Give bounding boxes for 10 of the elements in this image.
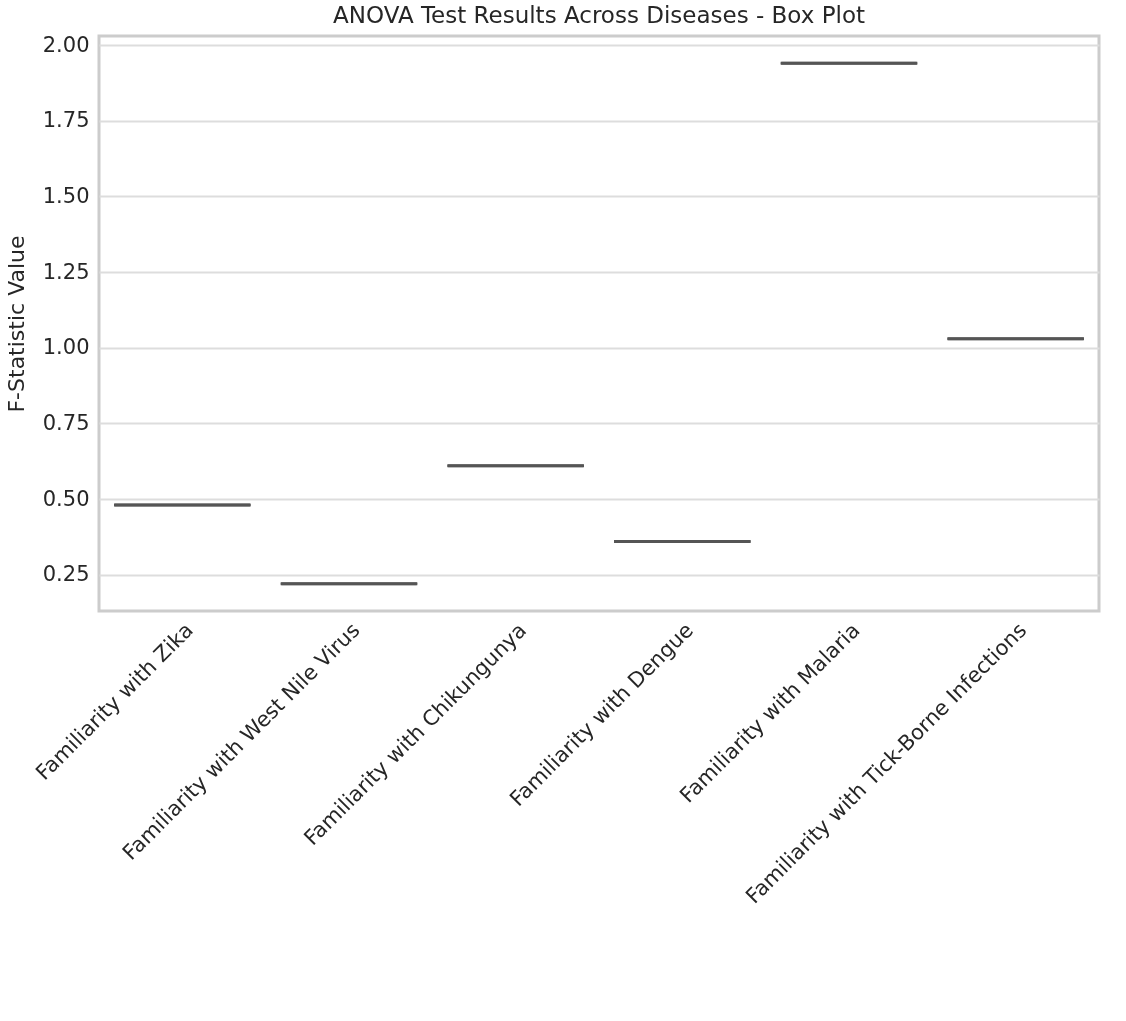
y-tick-label: 0.50 [42,486,90,511]
y-tick-label: 0.75 [42,410,90,435]
y-tick-label: 2.00 [42,32,90,57]
y-tick-label: 1.75 [42,108,90,133]
y-axis-title: F-Statistic Value [3,235,29,413]
y-tick-label: 1.50 [42,183,90,208]
y-tick-label: 1.25 [42,259,90,284]
chart-title: ANOVA Test Results Across Diseases - Box Plot [333,2,865,29]
y-tick-label: 1.00 [42,335,90,360]
y-tick-label: 0.25 [42,562,90,587]
